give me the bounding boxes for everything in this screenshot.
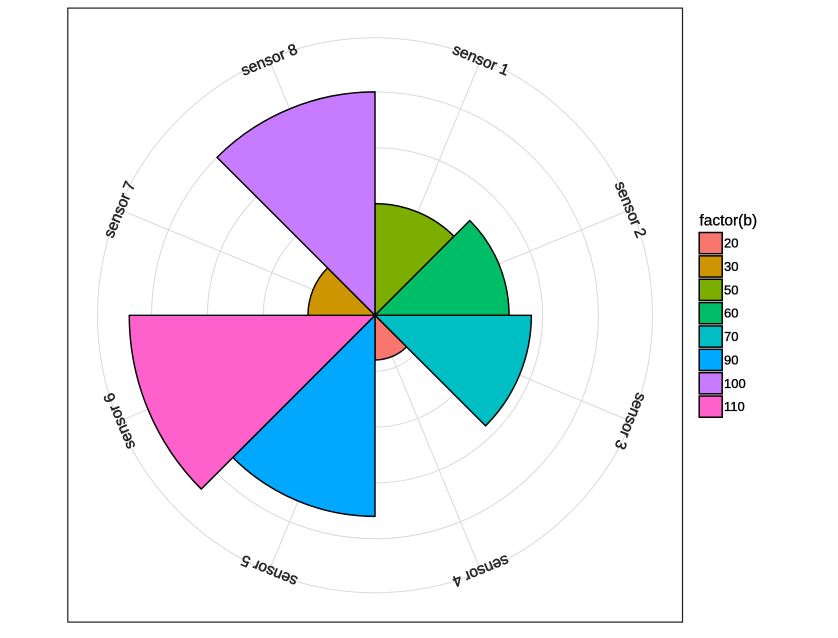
svg-text:110: 110 (724, 399, 745, 414)
svg-text:70: 70 (724, 329, 738, 344)
svg-text:50: 50 (724, 282, 738, 297)
svg-text:100: 100 (724, 376, 746, 391)
svg-text:60: 60 (724, 306, 738, 321)
svg-text:90: 90 (724, 352, 738, 367)
svg-text:20: 20 (724, 236, 738, 251)
svg-text:factor(b): factor(b) (699, 212, 757, 229)
svg-text:30: 30 (724, 259, 738, 274)
